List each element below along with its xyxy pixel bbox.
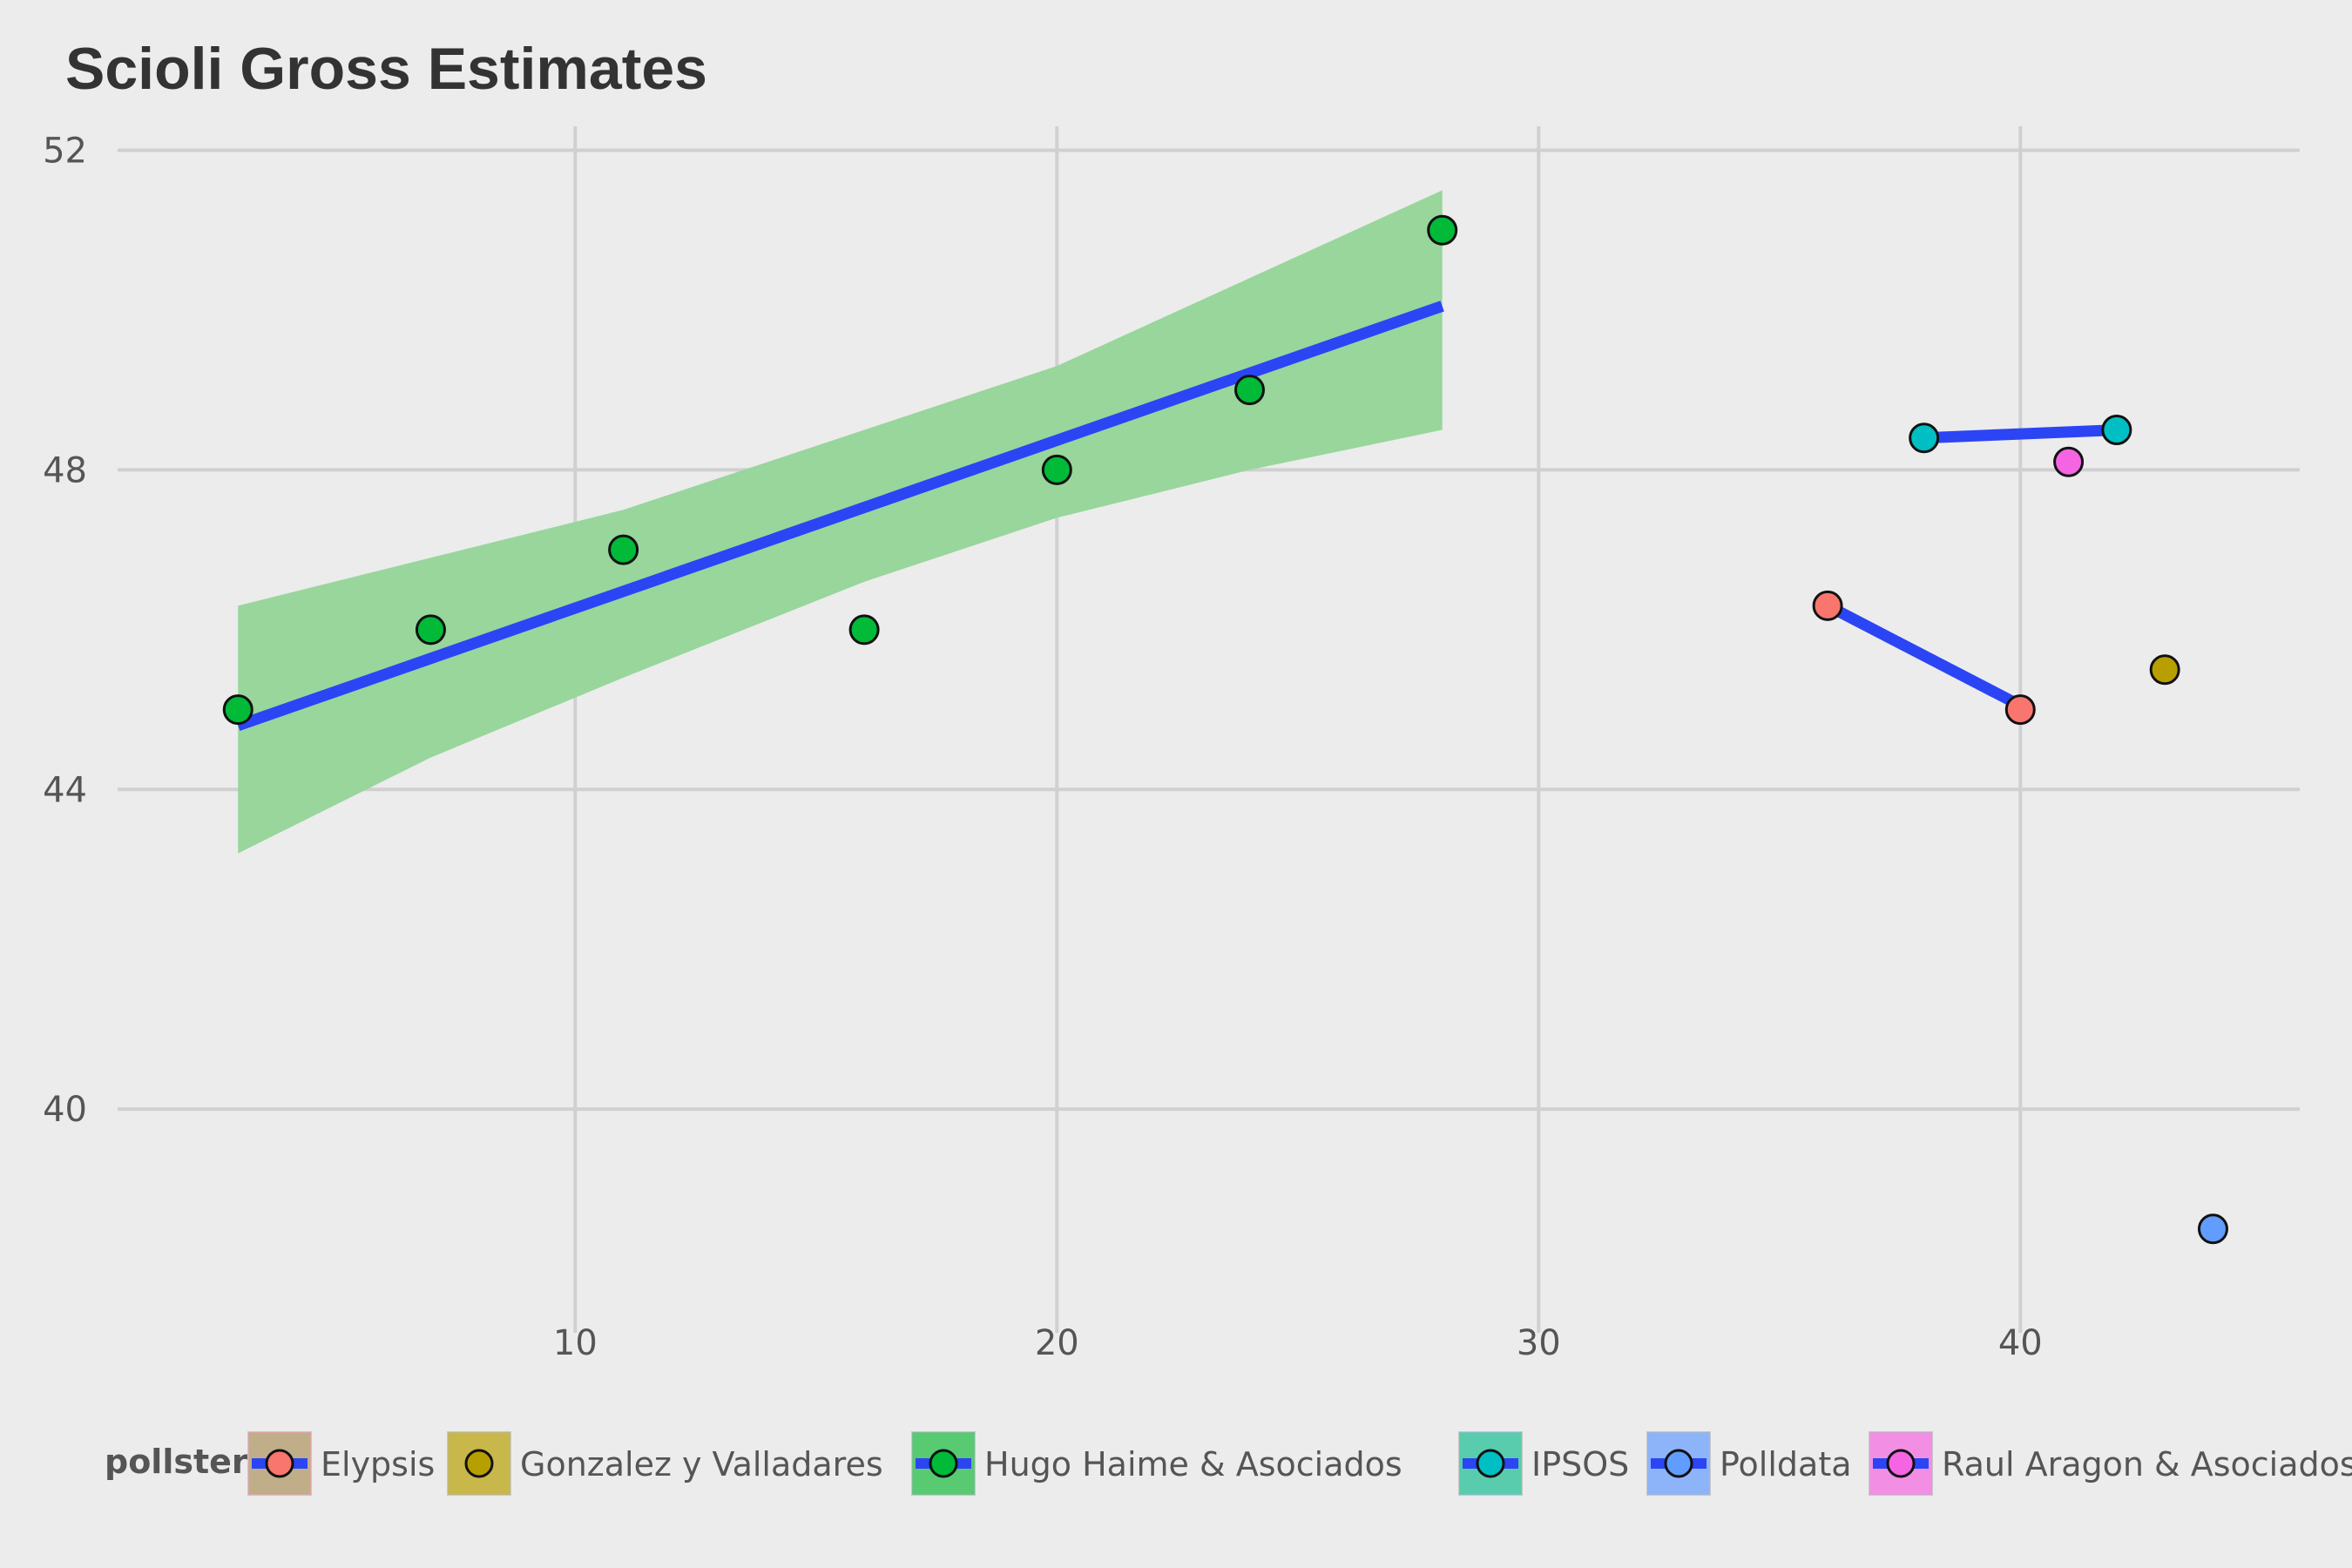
data-point	[2053, 446, 2085, 477]
legend-point-glyph	[1886, 1449, 1916, 1478]
fit-lines	[236, 301, 2118, 732]
fit-line	[236, 301, 1444, 732]
y-tick-label: 40	[43, 1090, 87, 1130]
data-point	[1234, 375, 1266, 406]
chart-title: Scioli Gross Estimates	[65, 36, 707, 102]
legend-label: Hugo Haime & Asociados	[984, 1445, 1402, 1484]
legend-point-glyph	[464, 1449, 494, 1478]
data-point	[1812, 590, 1843, 621]
data-point	[1909, 422, 1940, 454]
legend-point-glyph	[929, 1449, 958, 1478]
fit-line	[1923, 424, 2118, 444]
y-tick-label: 44	[43, 770, 87, 810]
legend-label: Polldata	[1720, 1445, 1852, 1484]
data-point	[1427, 214, 1458, 246]
data-point	[222, 694, 253, 726]
legend-label: Raul Aragon & Asociados	[1942, 1445, 2352, 1484]
legend-point-glyph	[1476, 1449, 1505, 1478]
x-tick-label: 20	[1035, 1323, 1079, 1363]
legend-label: Elypsis	[321, 1445, 435, 1484]
data-points	[222, 214, 2228, 1245]
fit-line	[1825, 600, 2024, 711]
legend-point-glyph	[265, 1449, 294, 1478]
data-point	[2149, 654, 2180, 686]
data-point	[608, 534, 639, 565]
legend-point-glyph	[1664, 1449, 1693, 1478]
x-tick-label: 10	[553, 1323, 598, 1363]
data-point	[415, 614, 446, 645]
y-tick-label: 48	[43, 450, 87, 490]
x-tick-label: 30	[1517, 1323, 1561, 1363]
data-point	[2004, 694, 2036, 726]
legend-label: Gonzalez y Valladares	[520, 1445, 883, 1484]
x-tick-label: 40	[1998, 1323, 2043, 1363]
y-tick-label: 52	[43, 132, 87, 172]
legend-title: pollster	[105, 1443, 248, 1481]
data-point	[848, 614, 880, 645]
legend-label: IPSOS	[1531, 1445, 1629, 1484]
axis-labels: 10 20 30 40 40 44 48 52	[43, 132, 2043, 1363]
data-point	[2197, 1213, 2228, 1245]
legend: pollster Elypsis Gonzalez y Valladares Hug…	[105, 1431, 2352, 1496]
legend-key	[447, 1431, 511, 1496]
data-point	[2101, 415, 2132, 446]
data-point	[1041, 454, 1072, 485]
